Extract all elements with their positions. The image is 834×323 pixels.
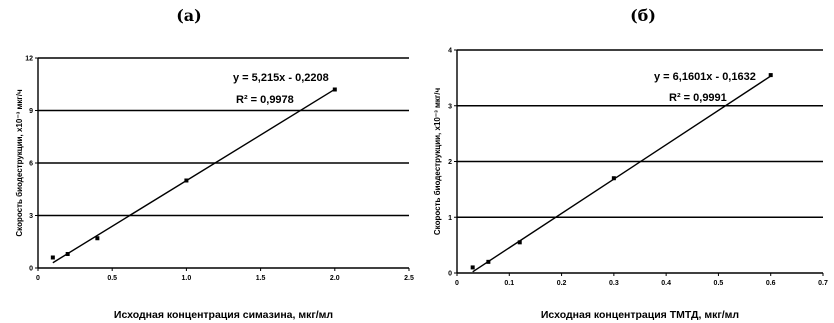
- chart1-data-point: [184, 178, 189, 183]
- chart2-r-squared: R² = 0,9991: [669, 92, 727, 104]
- chart1-x-tick-label: 2.0: [330, 275, 340, 282]
- chart2-x-tick-label: 0.5: [714, 280, 724, 287]
- chart2-data-point: [611, 176, 616, 181]
- chart2-x-tick-label: 0.7: [818, 280, 828, 287]
- chart2-data-point: [517, 240, 522, 245]
- chart2-x-tick-label: 0.4: [661, 280, 671, 287]
- chart2-y-tick-label: 4: [448, 48, 452, 55]
- panel-title-b: (б): [630, 6, 656, 25]
- chart1-x-tick-label: 1.0: [182, 275, 192, 282]
- chart2-equation: y = 6,1601x - 0,1632: [654, 71, 756, 83]
- chart1-data-point: [95, 236, 100, 241]
- chart2-x-tick-label: 0.3: [609, 280, 619, 287]
- chart1-y-tick-label: 12: [25, 56, 33, 63]
- chart1-trendline: [52, 88, 336, 264]
- chart1-equation: y = 5,215x - 0,2208: [233, 72, 329, 84]
- panel-title-a: (а): [176, 6, 202, 25]
- chart1-y-tick-label: 9: [29, 108, 33, 115]
- chart1-y-tick-label: 3: [29, 213, 33, 220]
- chart2-y-tick-label: 2: [448, 159, 452, 166]
- chart1-y-axis-title: Скорость биодеструкции, x10⁻³ мкг/ч: [15, 89, 24, 237]
- chart2-x-tick-label: 0: [455, 280, 459, 287]
- chart1-y-tick-label: 6: [29, 161, 33, 168]
- chart1-data-point: [50, 255, 55, 260]
- chart2-x-tick-label: 0.6: [766, 280, 776, 287]
- chart2-y-tick-label: 0: [448, 271, 452, 278]
- chart2-x-tick-label: 0.1: [504, 280, 514, 287]
- chart2-data-point: [486, 259, 491, 264]
- chart2-y-tick-label: 1: [448, 215, 452, 222]
- chart1-x-axis-title: Исходная концентрация симазина, мкг/мл: [114, 309, 333, 321]
- chart2-x-tick-label: 0.2: [557, 280, 567, 287]
- chart2-data-point: [470, 265, 475, 270]
- chart1-x-tick-label: 2.5: [404, 275, 414, 282]
- chart1-x-tick-label: 0: [36, 275, 40, 282]
- chart2-x-axis-title: Исходная концентрация ТМТД, мкг/мл: [541, 309, 739, 321]
- chart1-data-point: [65, 252, 70, 256]
- chart1-x-tick-label: 0.5: [107, 275, 117, 282]
- chart1-x-tick-label: 1.5: [256, 275, 266, 282]
- chart1-y-tick-label: 0: [29, 266, 33, 273]
- chart1-data-point: [332, 87, 337, 92]
- chart1-r-squared: R² = 0,9978: [236, 94, 294, 106]
- chart2-trendline: [472, 75, 772, 273]
- chart2-y-tick-label: 3: [448, 103, 452, 110]
- chart2-data-point: [768, 73, 773, 78]
- chart2-y-axis-title: Скорость биодеструкции, x10⁻³ мкг/ч: [433, 88, 442, 236]
